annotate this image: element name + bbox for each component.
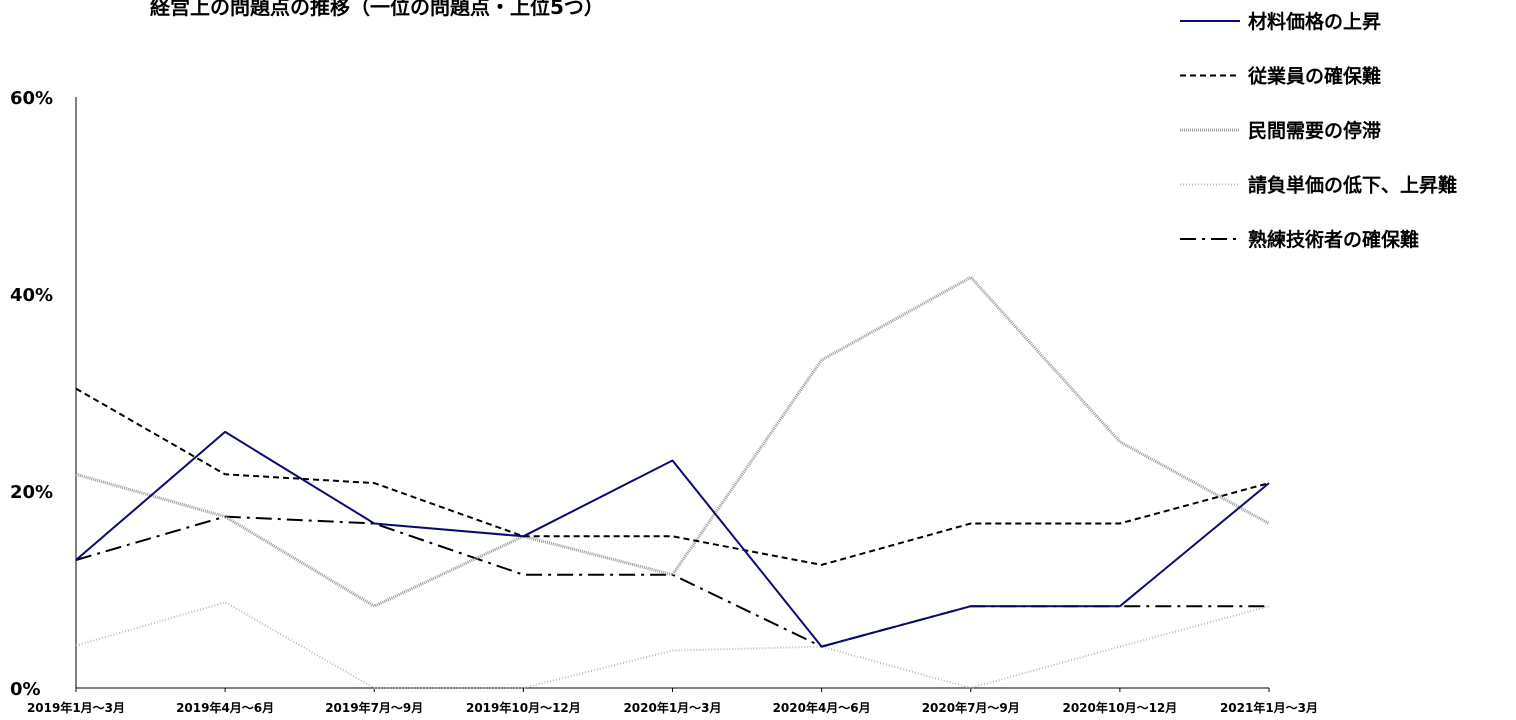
series-line-3: [75, 275, 1270, 608]
legend-label: 材料価格の上昇: [1248, 10, 1381, 33]
series-line-2: [75, 387, 1270, 566]
y-tick-label: 0%: [10, 679, 41, 700]
series-lines: [75, 275, 1270, 689]
x-tick-label: 2021年1月～3月: [1220, 700, 1318, 715]
legend: 材料価格の上昇従業員の確保難民間需要の停滞請負単価の低下、上昇難熟練技術者の確保…: [1180, 10, 1457, 251]
y-tick-label: 60%: [10, 88, 53, 109]
series-line-4: [75, 601, 1270, 689]
y-tick-label: 20%: [10, 482, 53, 503]
x-tick-label: 2019年10月～12月: [466, 700, 581, 715]
axes: [75, 97, 1270, 692]
legend-label: 請負単価の低下、上昇難: [1248, 174, 1457, 197]
x-tick-label: 2020年10月～12月: [1062, 700, 1177, 715]
x-tick-labels: 2019年1月～3月 2019年4月～6月 2019年7月～9月 2019年10月～1…: [27, 700, 1318, 715]
legend-label: 従業員の確保難: [1247, 65, 1381, 88]
chart-title: 経営上の問題点の推移（一位の問題点・上位5つ）: [150, 0, 604, 19]
x-tick-label: 2019年1月～3月: [27, 700, 125, 715]
legend-label: 民間需要の停滞: [1248, 119, 1381, 142]
series-line-1: [75, 430, 1270, 648]
y-tick-label: 40%: [10, 285, 53, 306]
x-tick-label: 2020年1月～3月: [623, 700, 721, 715]
legend-label: 熟練技術者の確保難: [1248, 228, 1419, 251]
x-tick-label: 2019年4月～6月: [176, 700, 274, 715]
x-tick-label: 2020年4月～6月: [773, 700, 871, 715]
y-tick-labels: 0% 20% 40% 60%: [10, 88, 53, 700]
x-tick-label: 2020年7月～9月: [922, 700, 1020, 715]
x-tick-label: 2019年7月～9月: [325, 700, 423, 715]
